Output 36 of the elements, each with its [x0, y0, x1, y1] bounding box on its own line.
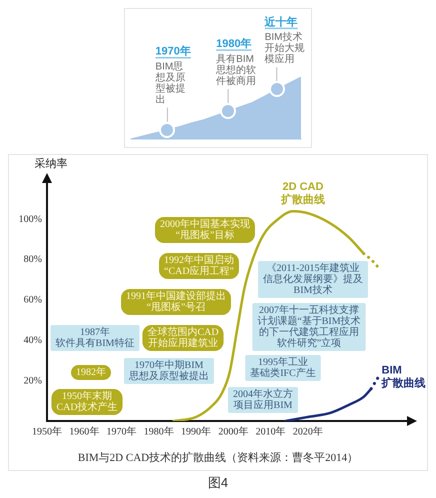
annotation: 1982年: [76, 366, 106, 378]
x-tick-label: 1980年: [144, 426, 174, 438]
annotation: 2004年水立方项目应用BIM: [233, 388, 293, 412]
caption: 图4: [206, 475, 230, 491]
annotation: 1970年中期BIM思想及原型被提出: [128, 359, 209, 382]
annotation: 全球范围内CAD开始应用建筑业: [147, 326, 219, 350]
y-axis-title: 采纳率: [34, 157, 68, 170]
y-tick-label: 40%: [24, 334, 42, 346]
annotation: 具有BIM思想的软件被商用: [215, 52, 256, 87]
annotation: 1992年中国启动“CAD应用工程”: [164, 254, 234, 278]
series-label: 2D CAD 扩散曲线: [280, 181, 325, 206]
text: 近十年: [264, 15, 298, 28]
series-label: BIM 扩散曲线: [380, 364, 426, 390]
x-tick-label: 2020年: [292, 426, 323, 438]
y-tick-label: 80%: [24, 254, 42, 266]
annotation: 1991年中国建设部提出“甩图板”号召: [126, 290, 226, 314]
x-tick-label: 1950年: [32, 426, 62, 438]
y-tick-label: 20%: [24, 375, 42, 386]
annotation: 2000年中国基本实现“甩图板”目标: [160, 218, 250, 242]
annotation: 1987年软件具有BIM特征: [56, 326, 134, 350]
text: BIM与2D CAD技术的扩散曲线（资料来源：曹冬平2014）: [76, 451, 360, 466]
y-tick-label: 100%: [18, 214, 42, 225]
x-tick-label: 1970年: [106, 426, 137, 438]
x-tick-label: 2000年: [218, 426, 248, 438]
text: BIM技术开始大规模应用: [264, 31, 305, 66]
y-tick-label: 60%: [24, 294, 42, 306]
annotation: BIM思想及原型被提出: [154, 61, 186, 106]
annotation: 1995年工业基础类IFC产生: [250, 356, 316, 380]
x-tick-label: 2010年: [256, 426, 286, 438]
annotation: 1950年末期CAD技术产生: [56, 390, 118, 414]
x-tick-label: 1990年: [181, 426, 212, 438]
annotation: 《2011-2015年建筑业信息化发展纲要》提及BIM技术: [263, 262, 363, 296]
text: 1980年: [216, 37, 252, 50]
x-tick-label: 1960年: [69, 426, 100, 438]
annotation: 2007年十一五科技支撑计划课题“基于BIM技术的下一代建筑工程应用软件研究”立项: [257, 304, 361, 350]
text: 1970年: [155, 44, 191, 58]
